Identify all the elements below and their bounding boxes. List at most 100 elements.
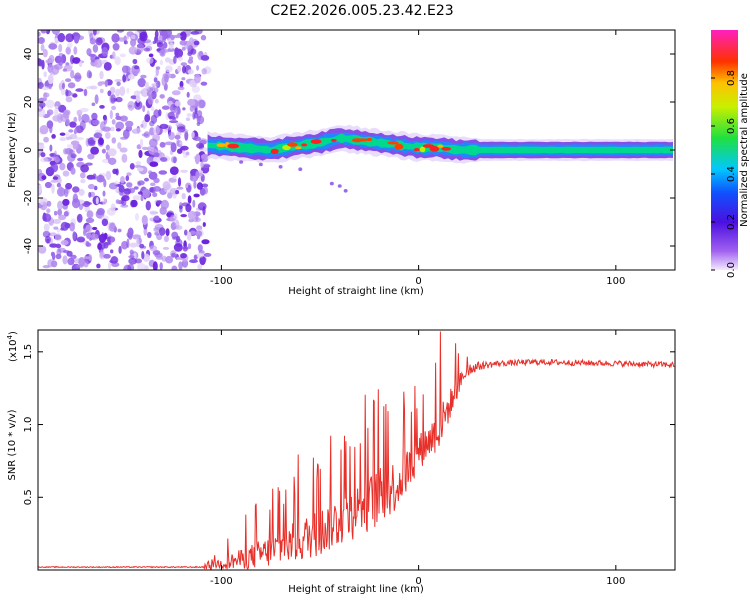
spectrogram-image: [38, 30, 673, 270]
noise-blob: [193, 180, 197, 189]
noise-blob: [181, 47, 186, 51]
noise-blob: [175, 219, 180, 230]
noise-blob: [169, 214, 177, 223]
scatter-blob: [298, 167, 303, 171]
noise-blob: [65, 89, 69, 97]
noise-blob: [72, 231, 77, 241]
noise-blob: [68, 149, 75, 155]
noise-blob: [149, 161, 159, 167]
noise-blob: [45, 99, 55, 109]
noise-blob: [123, 188, 132, 195]
ridge-hotspot: [287, 142, 298, 147]
noise-blob: [193, 112, 199, 119]
noise-blob: [46, 208, 51, 213]
noise-blob: [109, 109, 113, 120]
noise-blob: [189, 230, 196, 236]
noise-blob: [49, 124, 53, 134]
noise-blob: [99, 88, 104, 94]
noise-blob: [201, 239, 210, 245]
noise-blob: [137, 78, 146, 88]
noise-blob: [123, 40, 128, 45]
noise-blob: [196, 225, 203, 231]
noise-blob: [48, 85, 52, 90]
noise-blob: [174, 134, 181, 140]
noise-blob: [146, 57, 154, 64]
noise-blob: [83, 256, 90, 260]
noise-blob: [65, 78, 72, 83]
noise-blob: [160, 157, 168, 162]
noise-blob: [43, 71, 47, 78]
noise-blob: [77, 213, 83, 223]
noise-blob: [86, 174, 96, 180]
noise-blob: [136, 43, 145, 53]
noise-blob: [193, 40, 200, 46]
noise-blob: [114, 181, 119, 185]
noise-blob: [94, 94, 99, 105]
noise-blob: [111, 33, 120, 43]
noise-blob: [120, 204, 129, 208]
noise-blob: [59, 132, 66, 136]
noise-blob: [159, 59, 163, 66]
noise-blob: [177, 86, 185, 91]
noise-blob: [125, 175, 130, 182]
noise-blob: [156, 42, 164, 48]
noise-blob: [63, 188, 69, 198]
noise-blob: [116, 30, 125, 33]
noise-blob: [195, 230, 203, 237]
noise-blob: [171, 265, 178, 270]
y-tick-label: 20: [23, 96, 34, 109]
noise-blob: [76, 236, 86, 243]
noise-blob: [196, 182, 203, 190]
noise-blob: [57, 209, 63, 216]
scatter-blob: [329, 181, 334, 186]
snr-y-label: SNR (10 * v/v): [7, 409, 18, 480]
noise-blob: [102, 126, 111, 132]
ridge-hotspot: [437, 144, 444, 148]
noise-blob: [159, 262, 163, 270]
noise-blob: [194, 30, 203, 35]
noise-blob: [115, 121, 125, 131]
noise-blob: [147, 231, 152, 239]
noise-blob: [65, 118, 70, 127]
noise-blob: [118, 184, 125, 193]
colorbar-gradient: [711, 30, 738, 270]
noise-blob: [200, 55, 210, 61]
noise-blob: [137, 180, 145, 186]
y-tick-label: 1.0: [23, 417, 34, 433]
noise-blob: [62, 255, 68, 265]
noise-blob: [63, 211, 69, 217]
noise-blob: [69, 121, 77, 128]
noise-blob: [129, 163, 135, 170]
noise-blob: [188, 37, 194, 45]
noise-blob: [79, 60, 83, 68]
noise-blob: [73, 46, 78, 55]
noise-blob: [148, 171, 158, 180]
noise-blob: [67, 257, 75, 266]
noise-blob: [109, 222, 116, 232]
noise-blob: [159, 30, 166, 35]
noise-blob: [85, 217, 95, 223]
noise-blob: [44, 235, 51, 244]
noise-blob: [86, 48, 92, 56]
noise-blob: [111, 137, 117, 144]
noise-blob: [174, 100, 182, 107]
noise-blob: [84, 205, 90, 213]
noise-blob: [54, 210, 58, 216]
noise-blob: [65, 182, 73, 190]
noise-blob: [38, 57, 42, 66]
noise-blob: [80, 164, 89, 173]
noise-blob: [123, 264, 132, 270]
noise-blob: [47, 74, 54, 85]
noise-blob: [171, 231, 179, 239]
noise-blob: [83, 228, 87, 235]
noise-blob: [43, 223, 50, 232]
noise-blob: [184, 229, 188, 236]
noise-blob: [54, 232, 62, 242]
noise-blob: [87, 153, 95, 160]
noise-blob: [38, 37, 45, 44]
spectrogram-y-label: Frequency (Hz): [7, 112, 18, 188]
noise-blob: [49, 243, 58, 248]
noise-blob: [139, 243, 145, 249]
x-tick-label: 100: [606, 576, 625, 587]
noise-blob: [83, 88, 88, 97]
